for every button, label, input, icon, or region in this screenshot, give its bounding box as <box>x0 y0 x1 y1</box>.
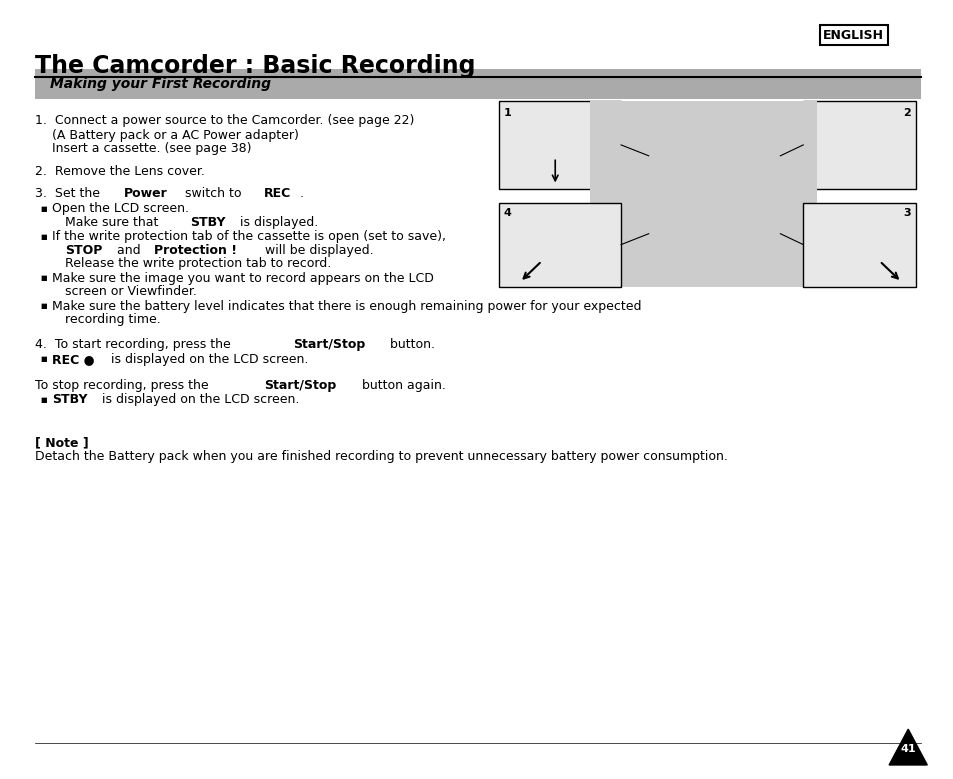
FancyBboxPatch shape <box>589 101 816 287</box>
Text: (A Battery pack or a AC Power adapter): (A Battery pack or a AC Power adapter) <box>52 129 299 142</box>
Text: button again.: button again. <box>357 379 445 392</box>
Text: 2: 2 <box>902 108 910 118</box>
Text: REC: REC <box>264 188 291 200</box>
Text: STBY: STBY <box>191 216 226 228</box>
Text: 4: 4 <box>503 208 511 218</box>
Text: Open the LCD screen.: Open the LCD screen. <box>52 203 190 215</box>
Text: ■: ■ <box>40 356 47 362</box>
Text: recording time.: recording time. <box>65 313 160 326</box>
Text: If the write protection tab of the cassette is open (set to save),: If the write protection tab of the casse… <box>52 231 446 243</box>
Text: ENGLISH: ENGLISH <box>822 29 883 41</box>
Text: STOP: STOP <box>65 244 102 256</box>
FancyBboxPatch shape <box>35 69 920 99</box>
Text: will be displayed.: will be displayed. <box>261 244 374 256</box>
Text: Insert a cassette. (see page 38): Insert a cassette. (see page 38) <box>52 143 252 155</box>
Text: button.: button. <box>386 338 435 351</box>
Text: Start/Stop: Start/Stop <box>293 338 365 351</box>
Text: Make sure that: Make sure that <box>65 216 162 228</box>
Text: screen or Viewfinder.: screen or Viewfinder. <box>65 285 196 298</box>
Text: The Camcorder : Basic Recording: The Camcorder : Basic Recording <box>35 55 476 78</box>
Text: Making your First Recording: Making your First Recording <box>50 77 271 91</box>
FancyBboxPatch shape <box>498 203 620 287</box>
Text: Detach the Battery pack when you are finished recording to prevent unnecessary b: Detach the Battery pack when you are fin… <box>35 450 727 463</box>
Text: is displayed on the LCD screen.: is displayed on the LCD screen. <box>107 353 309 365</box>
Text: 41: 41 <box>900 745 915 754</box>
Text: REC ●: REC ● <box>52 353 95 365</box>
Text: ■: ■ <box>40 303 47 309</box>
Text: STBY: STBY <box>52 393 88 406</box>
Text: ■: ■ <box>40 234 47 240</box>
FancyBboxPatch shape <box>802 101 915 189</box>
Text: Make sure the image you want to record appears on the LCD: Make sure the image you want to record a… <box>52 272 434 284</box>
Text: Power: Power <box>124 188 168 200</box>
Text: ■: ■ <box>40 397 47 403</box>
Text: 3.  Set the: 3. Set the <box>35 188 104 200</box>
Text: 2.  Remove the Lens cover.: 2. Remove the Lens cover. <box>35 165 205 178</box>
Text: is displayed.: is displayed. <box>236 216 318 228</box>
Text: is displayed on the LCD screen.: is displayed on the LCD screen. <box>98 393 299 406</box>
Text: .: . <box>299 188 303 200</box>
Text: switch to: switch to <box>180 188 245 200</box>
Text: 1.  Connect a power source to the Camcorder. (see page 22): 1. Connect a power source to the Camcord… <box>35 115 415 127</box>
Polygon shape <box>888 729 926 765</box>
Text: [ Note ]: [ Note ] <box>35 436 89 449</box>
Text: Make sure the battery level indicates that there is enough remaining power for y: Make sure the battery level indicates th… <box>52 300 641 312</box>
Text: To stop recording, press the: To stop recording, press the <box>35 379 213 392</box>
Text: 1: 1 <box>503 108 511 118</box>
Text: 4.  To start recording, press the: 4. To start recording, press the <box>35 338 234 351</box>
Text: 3: 3 <box>902 208 910 218</box>
Text: Start/Stop: Start/Stop <box>264 379 336 392</box>
FancyBboxPatch shape <box>802 203 915 287</box>
FancyBboxPatch shape <box>498 101 620 189</box>
Text: Protection !: Protection ! <box>153 244 236 256</box>
Text: ■: ■ <box>40 275 47 281</box>
Text: Release the write protection tab to record.: Release the write protection tab to reco… <box>65 257 331 270</box>
Text: ■: ■ <box>40 206 47 212</box>
Text: and: and <box>113 244 145 256</box>
